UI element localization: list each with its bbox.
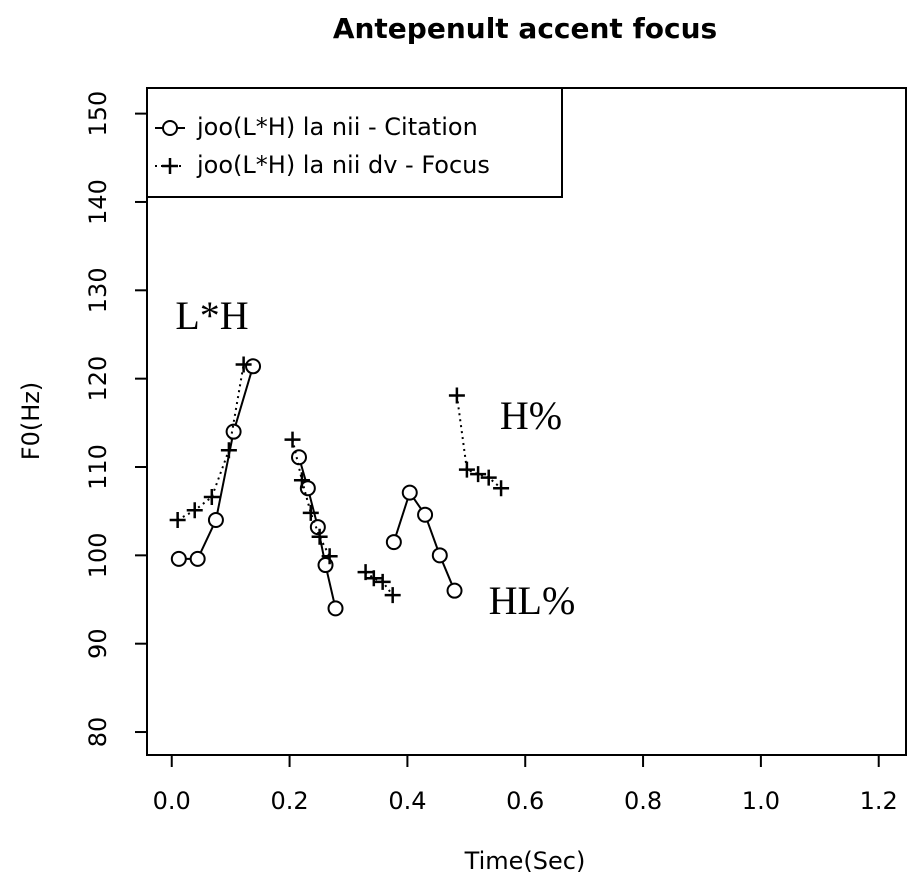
point — [309, 519, 326, 536]
point — [385, 534, 402, 551]
point — [365, 570, 382, 587]
legend-label: joo(L*H) la nii dv - Focus — [196, 151, 490, 179]
point — [302, 504, 319, 521]
point — [203, 489, 220, 506]
point — [293, 472, 310, 489]
point — [327, 600, 344, 617]
x-tick-label: 0.8 — [624, 787, 662, 815]
point — [235, 356, 252, 373]
legend-marker — [162, 158, 178, 174]
point — [186, 502, 203, 519]
y-tick-label: 150 — [84, 91, 112, 137]
x-tick-label: 1.0 — [742, 787, 780, 815]
point — [448, 387, 465, 404]
y-tick-label: 100 — [84, 532, 112, 578]
point — [458, 461, 475, 478]
point — [321, 548, 338, 565]
point — [207, 512, 224, 529]
annotation: HL% — [489, 578, 576, 623]
point — [170, 550, 187, 567]
x-axis-label: Time(Sec) — [464, 847, 586, 875]
point — [245, 358, 262, 375]
point — [291, 449, 307, 466]
y-tick-label: 120 — [84, 356, 112, 402]
x-tick-label: 0.2 — [270, 787, 308, 815]
point — [189, 550, 206, 567]
point — [470, 466, 487, 483]
y-axis-label: F0(Hz) — [17, 382, 45, 460]
x-tick-label: 1.2 — [860, 787, 898, 815]
y-tick-label: 80 — [84, 717, 112, 748]
point — [446, 582, 463, 599]
point — [480, 469, 497, 486]
y-tick-label: 90 — [84, 628, 112, 659]
chart-title: Antepenult accent focus — [333, 12, 717, 45]
legend-box — [146, 87, 563, 198]
y-tick-label: 140 — [84, 179, 112, 225]
point — [401, 484, 418, 501]
annotation: H% — [500, 393, 562, 438]
point — [169, 512, 186, 529]
point — [225, 423, 242, 440]
point — [384, 587, 401, 604]
y-tick-label: 130 — [84, 267, 112, 313]
x-tick-label: 0.0 — [153, 787, 191, 815]
point — [284, 431, 301, 448]
point — [431, 547, 448, 564]
point — [311, 528, 328, 545]
point — [220, 442, 237, 459]
point — [417, 506, 434, 523]
x-tick-label: 0.6 — [506, 787, 544, 815]
y-tick-label: 110 — [84, 444, 112, 490]
point — [493, 480, 510, 497]
legend-label: joo(L*H) la nii - Citation — [196, 113, 478, 141]
point — [357, 564, 374, 581]
point — [374, 573, 391, 590]
x-tick-label: 0.4 — [388, 787, 426, 815]
annotation: L*H — [175, 293, 248, 338]
legend-marker — [162, 120, 178, 136]
series-line — [177, 364, 502, 596]
